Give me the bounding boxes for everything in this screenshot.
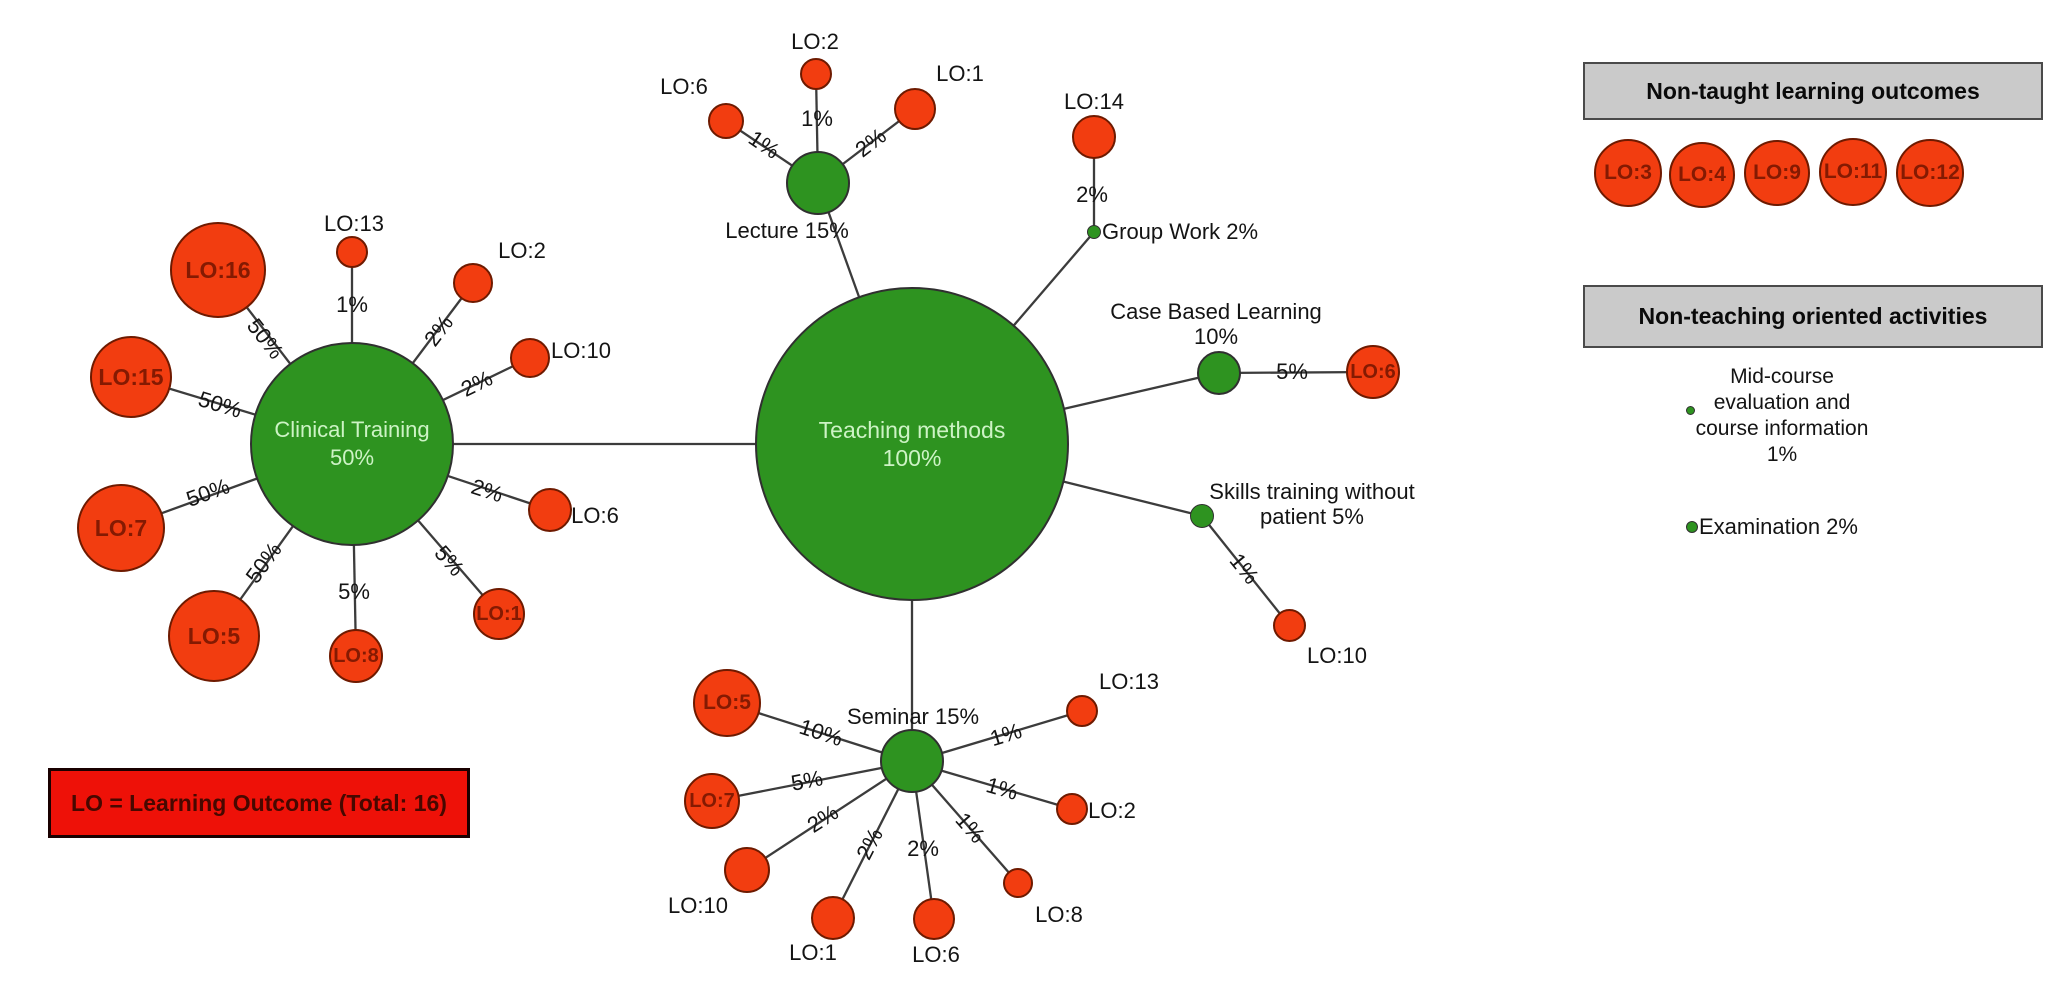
label-clinical-lo6: LO:6 — [571, 503, 619, 528]
node-seminar-lo1 — [811, 896, 855, 940]
skills-training-hub — [1190, 504, 1214, 528]
pct-groupwork-lo14: 2% — [1076, 182, 1108, 207]
non-taught-header: Non-taught learning outcomes — [1583, 62, 2043, 120]
teaching-methods-pct: 100% — [882, 445, 942, 471]
group-work-dot — [1087, 225, 1101, 239]
pct-lecture-lo2: 1% — [801, 106, 833, 131]
node-seminar-lo7: LO:7 — [684, 773, 740, 829]
label-lecture-lo1: LO:1 — [936, 61, 984, 86]
node-clinical-lo8: LO:8 — [329, 629, 383, 683]
edge-skills-lo10 — [1201, 515, 1290, 626]
non-teaching-header: Non-teaching oriented activities — [1583, 285, 2043, 348]
label-lecture-lo2: LO:2 — [791, 29, 839, 54]
pct-seminar-lo6: 2% — [907, 836, 939, 861]
pct-clinical-lo8: 5% — [338, 579, 370, 604]
label-skills-lo10: LO:10 — [1307, 643, 1367, 668]
label-seminar-lo8: LO:8 — [1035, 902, 1083, 927]
node-clinical-lo2 — [453, 263, 493, 303]
label-clinical-lo10: LO:10 — [551, 338, 611, 363]
seminar-label: Seminar 15% — [846, 704, 980, 729]
seminar-hub — [880, 729, 944, 793]
node-clinical-lo7: LO:7 — [77, 484, 165, 572]
teaching-methods-label: Teaching methods — [818, 417, 1006, 443]
lecture-label: Lecture 15% — [725, 218, 849, 243]
mid-course-dot — [1686, 406, 1695, 415]
case-based-learning-hub — [1197, 351, 1241, 395]
node-nontaught-lo11: LO:11 — [1819, 138, 1887, 206]
node-seminar-lo6 — [913, 898, 955, 940]
teaching-methods-hub: Teaching methods 100% — [755, 287, 1069, 601]
label-lecture-lo6: LO:6 — [660, 74, 708, 99]
skills-training-label: Skills training without patient 5% — [1209, 479, 1415, 529]
examination-label: Examination 2% — [1699, 514, 1858, 539]
clinical-training-hub: Clinical Training 50% — [250, 342, 454, 546]
edge-seminar-lo7 — [711, 760, 913, 803]
edge-seminar-lo10 — [746, 761, 913, 871]
node-groupwork-lo14 — [1072, 115, 1116, 159]
node-clinical-lo6 — [528, 488, 572, 532]
node-clinical-lo1: LO:1 — [473, 588, 525, 640]
node-seminar-lo5: LO:5 — [693, 669, 761, 737]
node-clinical-lo10 — [510, 338, 550, 378]
node-clinical-lo13 — [336, 236, 368, 268]
node-skills-lo10 — [1273, 609, 1306, 642]
node-nontaught-lo9: LO:9 — [1744, 140, 1810, 206]
label-seminar-lo1: LO:1 — [789, 940, 837, 965]
case-based-learning-label: Case Based Learning 10% — [1110, 299, 1322, 349]
legend-text: LO = Learning Outcome (Total: 16) — [71, 789, 447, 816]
label-clinical-lo13: LO:13 — [324, 211, 384, 236]
pct-casebased-lo6: 5% — [1276, 359, 1308, 384]
node-clinical-lo16: LO:16 — [170, 222, 266, 318]
clinical-training-label: Clinical Training 50% — [274, 417, 430, 470]
node-lecture-lo2 — [800, 58, 832, 90]
node-seminar-lo2 — [1056, 793, 1088, 825]
node-nontaught-lo12: LO:12 — [1896, 139, 1964, 207]
node-seminar-lo13 — [1066, 695, 1098, 727]
label-groupwork-lo14: LO:14 — [1064, 89, 1124, 114]
node-nontaught-lo4: LO:4 — [1669, 142, 1735, 208]
node-seminar-lo10 — [724, 847, 770, 893]
label-seminar-lo6: LO:6 — [912, 942, 960, 967]
node-casebased-lo6: LO:6 — [1346, 345, 1400, 399]
node-seminar-lo8 — [1003, 868, 1033, 898]
label-seminar-lo13: LO:13 — [1099, 669, 1159, 694]
node-nontaught-lo3: LO:3 — [1594, 139, 1662, 207]
mid-course-label: Mid-course evaluation and course informa… — [1695, 365, 1869, 466]
pct-clinical-lo13: 1% — [336, 292, 368, 317]
node-clinical-lo15: LO:15 — [90, 336, 172, 418]
lecture-hub — [786, 151, 850, 215]
examination-dot — [1686, 521, 1698, 533]
label-seminar-lo2: LO:2 — [1088, 798, 1136, 823]
node-clinical-lo5: LO:5 — [168, 590, 260, 682]
node-lecture-lo6 — [708, 103, 744, 139]
group-work-label: Group Work 2% — [1102, 219, 1259, 244]
node-lecture-lo1 — [894, 88, 936, 130]
label-clinical-lo2: LO:2 — [498, 238, 546, 263]
legend-box: LO = Learning Outcome (Total: 16) — [48, 768, 470, 838]
label-seminar-lo10: LO:10 — [668, 893, 728, 918]
